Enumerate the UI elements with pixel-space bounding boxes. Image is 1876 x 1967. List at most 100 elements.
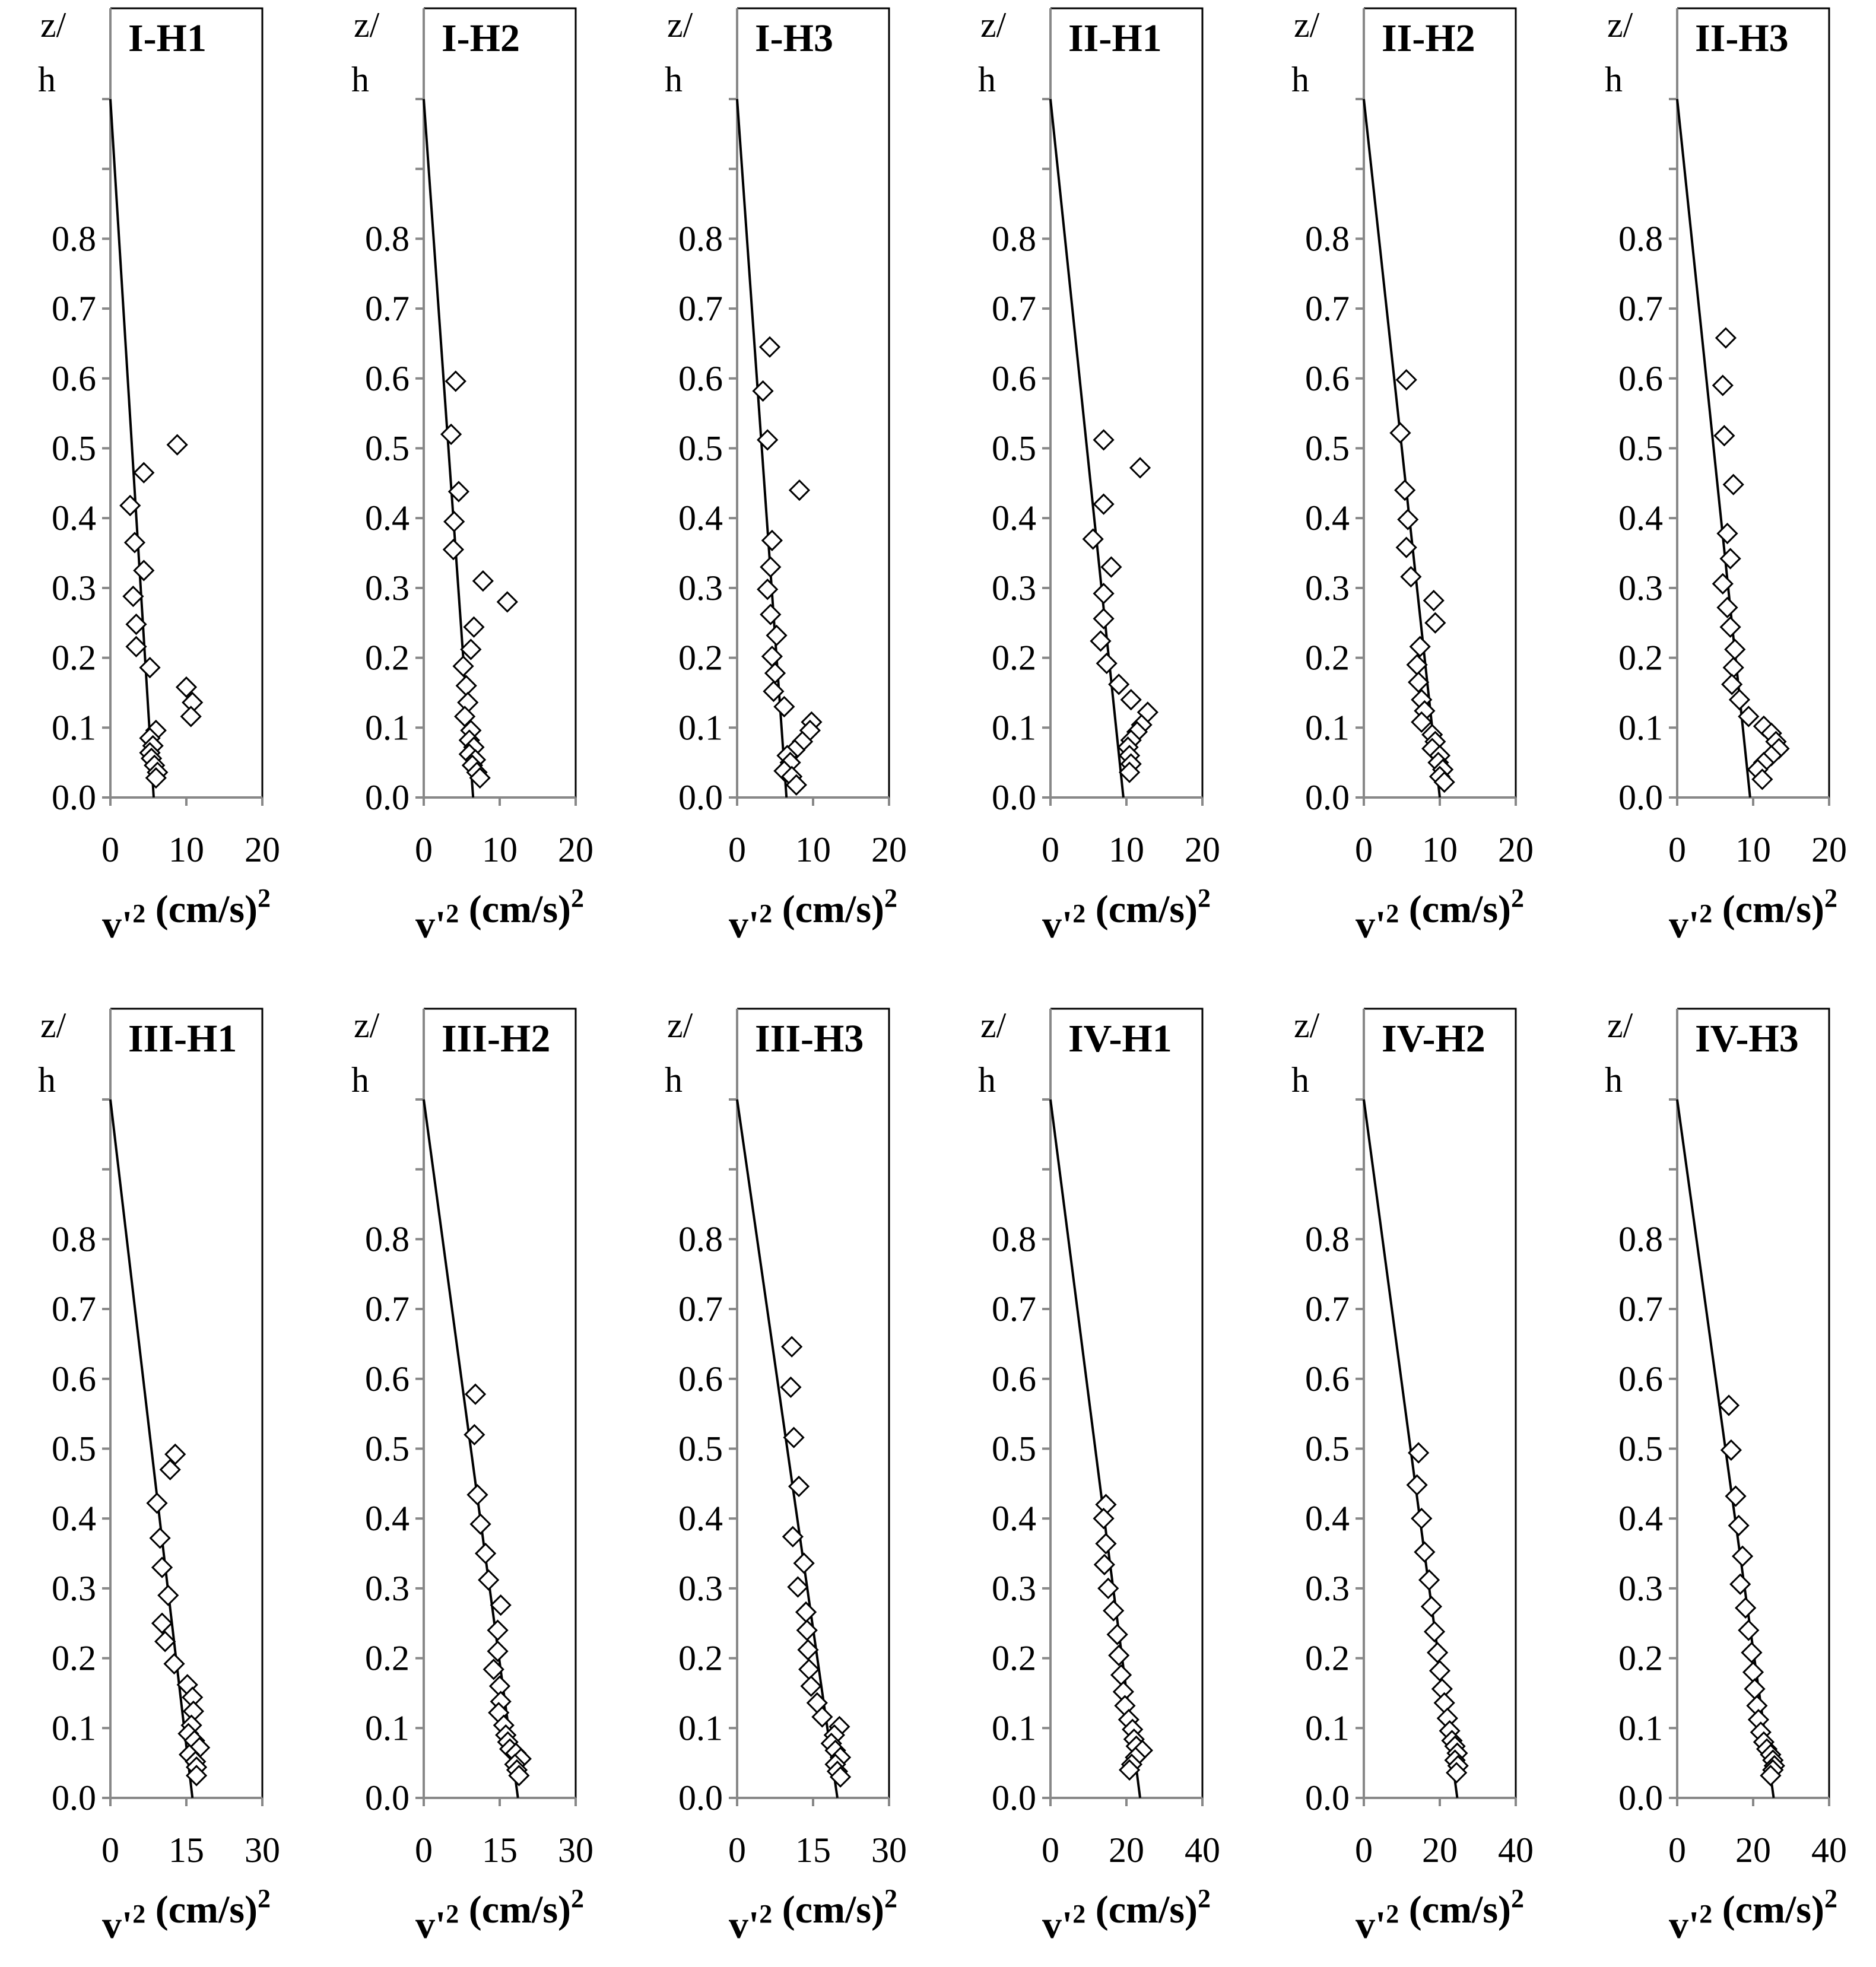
y-tick-label: 0.8 [1618,1219,1663,1259]
data-point-diamond [1108,1644,1130,1667]
y-axis-label-numerator: z/ [1294,5,1320,45]
y-tick-label: 0.0 [365,778,410,817]
y-axis-label: z/h [665,5,693,99]
plot-border [1364,1008,1517,1798]
y-tick-label: 0.5 [52,1429,96,1468]
y-tick-label: 0.7 [678,1289,723,1329]
y-tick-label: 0.3 [678,1569,723,1608]
y-tick-label: 0.5 [678,1429,723,1468]
data-point-diamond [123,532,146,554]
data-point-diamond [466,1484,488,1506]
data-point-diamond [797,1639,819,1661]
x-tick-label: 30 [558,1831,593,1870]
x-axis-label: v'2 (cm/s)2 [729,884,897,946]
data-point-diamond [760,603,782,625]
data-point-diamond [1093,583,1115,605]
y-tick-label: 0.0 [992,778,1036,817]
data-point-diamond [472,570,494,592]
y-tick-label: 0.7 [992,289,1036,328]
x-tick-label: 0 [728,830,746,869]
data-point-diamond [1724,638,1746,660]
data-point-diamond [447,481,470,503]
x-tick-label: 0 [728,1831,746,1870]
y-tick-label: 0.7 [52,289,96,328]
x-tick-label: 10 [795,830,831,869]
data-point-diamond [1400,565,1422,588]
data-point-diamond [1446,1762,1468,1784]
y-axis-label-denominator: h [1291,60,1309,99]
data-point-diamond [1120,689,1142,711]
y-tick-label: 0.6 [1618,1359,1663,1399]
y-axis-label-denominator: h [38,1060,56,1100]
y-axis-label-numerator: z/ [1294,1006,1320,1045]
y-tick-label: 0.3 [1305,1569,1350,1608]
x-tick-label: 0 [415,1831,433,1870]
x-axis-label: v'2 (cm/s)2 [1669,884,1837,946]
fit-line [1363,98,1441,798]
data-point-diamond [443,510,465,533]
data-point-diamond [151,1556,173,1578]
data-point-diamond [1118,1759,1141,1781]
data-point-diamond [1741,1642,1763,1664]
y-tick-label: 0.5 [1618,428,1663,468]
y-tick-label: 0.0 [678,1778,723,1817]
y-tick-label: 0.5 [52,428,96,468]
data-point-diamond [442,539,465,561]
y-tick-label: 0.2 [1305,1639,1350,1678]
data-point-diamond [1093,1553,1116,1575]
data-point-diamond [464,1423,485,1446]
y-tick-label: 0.2 [365,1639,410,1678]
plot-border [1050,1008,1204,1798]
y-axis-label: z/h [1605,5,1633,99]
y-tick-label: 0.4 [1305,1499,1350,1538]
y-tick-label: 0.4 [52,1499,96,1538]
chart-panel: 0.0 0.1 0.2 0.3 0.4 0.5 0.6 0.7 0.8 z/h 0 15 30 v'2 (… [665,1006,907,1947]
plot-border [110,7,264,797]
data-point-diamond [757,579,779,600]
y-tick-label: 0.8 [1618,219,1663,258]
y-tick-label: 0.5 [678,428,723,468]
y-tick-label: 0.1 [678,1708,723,1747]
y-tick-label: 0.3 [678,568,723,608]
data-point-diamond [761,529,783,551]
y-tick-label: 0.1 [52,1708,96,1747]
data-point-diamond [1433,1692,1455,1714]
y-axis-label: z/h [1291,5,1320,99]
data-point-diamond [1427,1642,1449,1664]
y-tick-label: 0.1 [1618,1708,1663,1747]
y-tick-label: 0.6 [52,359,96,398]
x-tick-label: 0 [101,1831,119,1870]
data-point-diamond [1414,1541,1436,1563]
data-point-diamond [780,1376,802,1399]
data-point-diamond [1722,474,1744,495]
data-point-diamond [175,676,198,698]
data-point-diamond [119,494,141,517]
x-tick-label: 0 [101,830,119,869]
data-point-diamond [1093,493,1115,515]
chart-panel: 0.0 0.1 0.2 0.3 0.4 0.5 0.6 0.7 0.8 z/h 0 15 30 v'2 (… [351,1006,593,1947]
data-point-diamond [125,613,147,635]
data-point-diamond [122,585,144,608]
data-point-diamond [1129,457,1151,479]
chart-panel: 0.0 0.1 0.2 0.3 0.4 0.5 0.6 0.7 0.8 z/h 0 10 20 v'2 (… [978,5,1220,946]
data-point-diamond [1424,612,1446,634]
x-tick-label: 20 [558,830,593,869]
data-point-diamond [154,1631,176,1653]
y-tick-label: 0.7 [1305,289,1350,328]
y-tick-label: 0.6 [992,359,1036,398]
plot-border [424,1008,577,1798]
x-tick-label: 40 [1811,1831,1847,1870]
data-point-diamond [1738,706,1760,727]
y-tick-label: 0.8 [365,1219,410,1259]
y-tick-label: 0.2 [365,638,410,678]
y-axis-label-numerator: z/ [980,5,1007,45]
y-axis-label-denominator: h [1605,1060,1623,1100]
chart-title: III-H2 [442,1017,550,1060]
x-tick-label: 20 [1498,830,1534,869]
y-tick-label: 0.3 [52,1569,96,1608]
chart-title: II-H1 [1068,17,1162,60]
y-axis-label-numerator: z/ [40,1006,66,1045]
y-tick-label: 0.5 [1305,428,1350,468]
data-point-diamond [1395,536,1417,558]
